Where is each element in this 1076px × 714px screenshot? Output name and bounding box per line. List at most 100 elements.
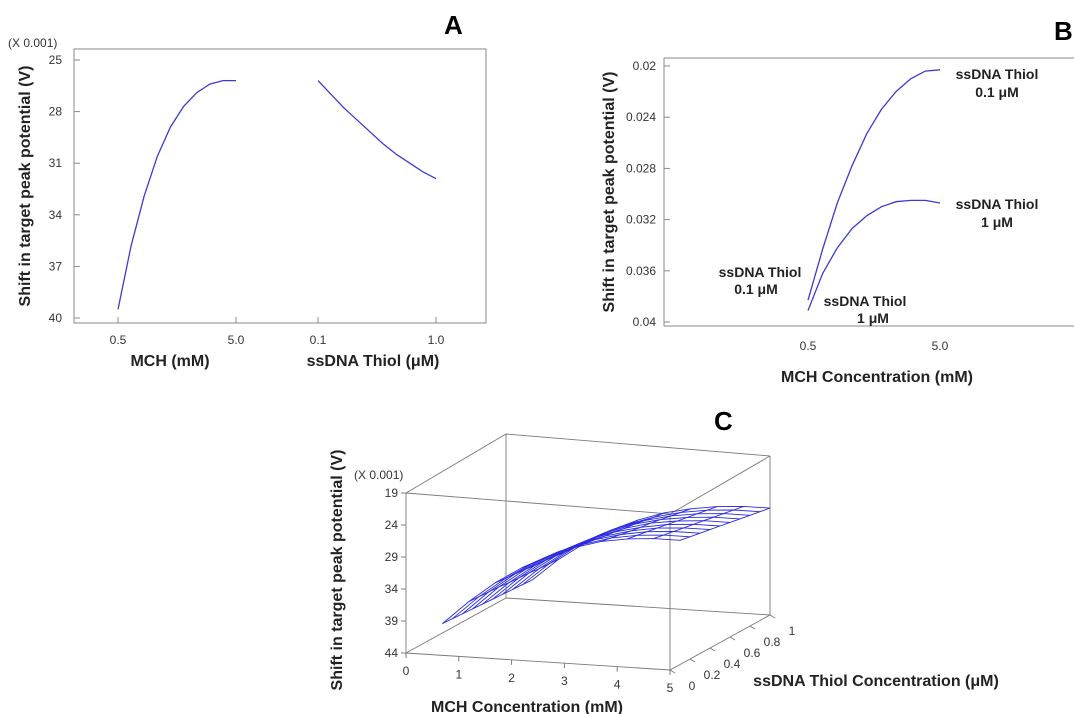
panel-c-ytick-label-2: 0.4	[724, 657, 741, 671]
panel-b-xlabel: MCH Concentration (mM)	[781, 369, 973, 386]
annotation-series2-end-line2: 1 μM	[981, 214, 1013, 230]
panel-a-ylabel: Shift in target peak potential (V)	[17, 66, 34, 307]
panel-a-ytick-label-3: 34	[49, 208, 63, 222]
panel-b-curves	[807, 69, 941, 311]
panel-c-mesh-col-2	[495, 542, 586, 584]
panel-a-xlabel-thiol: ssDNA Thiol (μM)	[307, 353, 440, 370]
box-floor-back	[405, 597, 771, 654]
panel-c-ytick-label-0: 0	[689, 679, 696, 693]
panel-c-xtick-label-4: 4	[614, 678, 621, 692]
panel-c-mesh-col-0	[442, 579, 533, 625]
panel-c-ylabel: ssDNA Thiol Concentration (μM)	[753, 673, 999, 690]
panel-a-multiplier: (X 0.001)	[8, 36, 57, 50]
panel-b-ylabel: Shift in target peak potential (V)	[601, 72, 618, 313]
panel-a-xtick-label-1-1: 1.0	[428, 333, 445, 347]
panel-c-ytick-mark-1	[689, 658, 696, 663]
annotation-series1-start-line1: ssDNA Thiol	[719, 264, 802, 280]
panel-c-ytick-mark-4	[749, 625, 756, 630]
panel-a: A (X 0.001) Shift in target peak potenti…	[8, 10, 487, 370]
annotation-series1-start-line2: 0.1 μM	[734, 281, 778, 297]
panel-b-ytick-label-5: 0.04	[633, 315, 657, 329]
panel-a-line-0	[117, 79, 236, 310]
panel-c-ytick-mark-3	[729, 636, 736, 641]
panel-c-mesh-row-4	[482, 523, 721, 605]
panel-c-mesh-row-6	[502, 516, 741, 595]
panel-c-surface	[442, 505, 771, 625]
panel-b-label: B	[1054, 16, 1073, 46]
panel-a-label: A	[444, 10, 463, 40]
annotation-series2-start-line2: 1 μM	[857, 310, 889, 326]
panel-c-ztick-label-1: 24	[385, 518, 399, 532]
panel-c-mesh-row-5	[492, 520, 731, 600]
panel-c-ztick-label-5: 44	[385, 646, 399, 660]
panel-b-line-1	[807, 199, 941, 311]
panel-b-annotations: ssDNA Thiol 0.1 μM ssDNA Thiol 1 μM ssDN…	[719, 66, 1039, 326]
panel-c-multiplier: (X 0.001)	[354, 468, 403, 482]
panel-b-ytick-label-0: 0.02	[633, 59, 657, 73]
panel-b-ytick-label-3: 0.032	[626, 213, 656, 227]
panel-c-xtick-label-1: 1	[455, 667, 462, 681]
panel-a-ytick-label-1: 28	[49, 105, 63, 119]
panel-b: B Shift in target peak potential (V) MCH…	[601, 16, 1074, 386]
panel-a-line-1	[317, 80, 437, 180]
panel-a-ytick-label-4: 37	[49, 259, 63, 273]
panel-c-mesh-row-7	[512, 513, 751, 590]
annotation-series2-end-line1: ssDNA Thiol	[956, 196, 1039, 212]
annotation-series1-end-line1: ssDNA Thiol	[956, 66, 1039, 82]
panel-c-ytick-label-1: 0.2	[704, 668, 721, 682]
panel-b-ytick-label-4: 0.036	[626, 264, 656, 278]
panel-c-xtick-label-2: 2	[508, 671, 515, 685]
panel-b-xtick-label-0: 0.5	[800, 339, 817, 353]
panel-c-mesh-row-8	[522, 509, 761, 586]
box-front-top	[405, 455, 771, 515]
panel-b-line-0	[807, 69, 941, 301]
panel-c-ytick-label-3: 0.6	[744, 646, 761, 660]
panel-c-mesh-col-9	[679, 507, 771, 541]
panel-c-ztick-label-3: 34	[385, 582, 399, 596]
panel-c-xtick-label-3: 3	[561, 674, 568, 688]
annotation-series2-start-line1: ssDNA Thiol	[824, 293, 907, 309]
panel-c-ytick-label-5: 1	[789, 624, 796, 638]
panel-c-mesh-row-9	[532, 505, 771, 581]
panel-c-ztick-label-4: 39	[385, 614, 399, 628]
annotation-series1-end-line2: 0.1 μM	[975, 84, 1019, 100]
panel-c-xtick-label-5: 5	[667, 681, 674, 695]
panel-b-ytick-label-1: 0.024	[626, 110, 656, 124]
panel-b-ytick-label-2: 0.028	[626, 161, 656, 175]
panel-a-ytick-label-2: 31	[49, 156, 63, 170]
panel-a-yticks: 25 28 31 34 37 40	[49, 53, 80, 325]
panel-a-frame	[73, 48, 487, 324]
panel-a-ytick-label-5: 40	[49, 311, 63, 325]
panel-a-xlabel-mch: MCH (mM)	[130, 353, 209, 370]
panel-c-mesh-col-8	[653, 505, 744, 540]
panel-c-mesh-col-7	[627, 506, 718, 540]
panel-b-xtick-label-1: 5.0	[932, 339, 949, 353]
panel-c-mesh-col-6	[600, 508, 691, 543]
panel-b-yticks: 0.02 0.024 0.028 0.032 0.036 0.04	[626, 59, 670, 329]
panel-a-xtick-label-0-1: 5.0	[228, 333, 245, 347]
panel-c: C (X 0.001) Shift in target peak potenti…	[329, 406, 999, 714]
panel-c-mesh-col-1	[468, 558, 559, 603]
panel-a-xtick-label-1-0: 0.1	[310, 333, 327, 347]
panel-b-xticks: 0.5 5.0	[800, 339, 949, 353]
panel-c-mesh-col-4	[547, 519, 639, 557]
panel-a-xticks: 0.5 5.0 0.1 1.0	[110, 317, 445, 347]
panel-c-xtick-label-0: 0	[403, 664, 410, 678]
panel-c-xlabel: MCH Concentration (mM)	[431, 699, 623, 714]
panel-c-ytick-mark-5	[769, 614, 776, 619]
panel-c-ytick-label-4: 0.8	[764, 635, 781, 649]
box-back-top	[405, 433, 771, 494]
panel-c-zlabel: Shift in target peak potential (V)	[329, 450, 346, 691]
panel-c-ztick-label-0: 19	[385, 486, 399, 500]
panel-c-ytick-mark-2	[709, 647, 716, 652]
panel-a-xtick-label-0-0: 0.5	[110, 333, 127, 347]
panel-c-mesh-col-5	[574, 512, 665, 549]
panel-c-ytick-mark-0	[669, 669, 676, 674]
panel-a-curves	[117, 79, 437, 310]
panel-c-ztick-label-2: 29	[385, 550, 399, 564]
panel-a-ytick-label-0: 25	[49, 53, 63, 67]
panel-c-box	[405, 433, 771, 671]
panel-c-label: C	[714, 406, 733, 436]
